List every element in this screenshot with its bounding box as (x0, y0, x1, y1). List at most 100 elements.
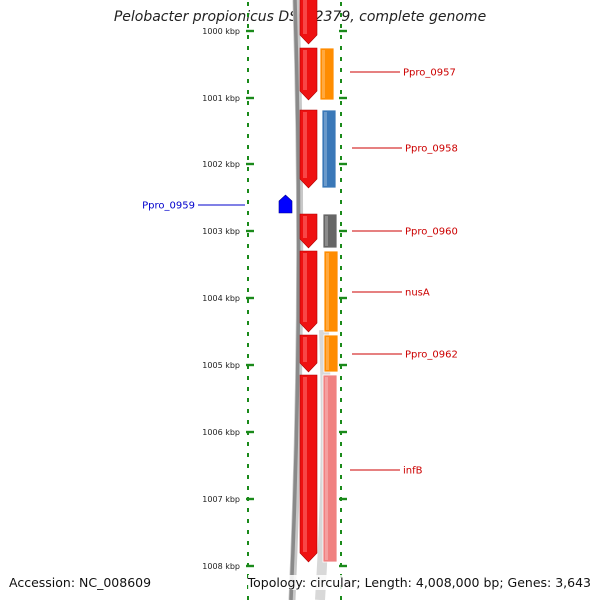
ruler-dash (340, 57, 342, 61)
ruler-tick (339, 497, 347, 501)
ruler-dash (247, 552, 249, 556)
ruler-tick (246, 430, 254, 434)
feature-label: Ppro_0960 (405, 227, 458, 238)
ruler-dash (340, 464, 342, 468)
ruler-dash (247, 299, 249, 303)
category-bar-highlight (324, 112, 327, 186)
ruler-dash (247, 46, 249, 50)
cds-highlight (303, 50, 307, 90)
ruler-dash (340, 255, 342, 259)
category-bar (322, 374, 338, 563)
ruler-dash (247, 35, 249, 39)
ruler-dash (340, 200, 342, 204)
ruler-dash (340, 13, 342, 17)
ruler-dash (247, 596, 249, 600)
ruler-dash (340, 398, 342, 402)
ruler-dash (340, 310, 342, 314)
ruler-tick (339, 162, 347, 166)
ruler-tick (339, 430, 347, 434)
cds-highlight (303, 337, 307, 362)
ruler-dash (340, 222, 342, 226)
cds-highlight (303, 377, 307, 552)
ruler-tick (246, 564, 254, 568)
ruler-dash (247, 288, 249, 292)
tick-label: 1002 kbp (202, 160, 240, 169)
ruler-dash (340, 486, 342, 490)
ruler-dash (340, 365, 342, 369)
ruler-dash (247, 277, 249, 281)
ruler-dash (340, 178, 342, 182)
ruler-dash (247, 145, 249, 149)
ruler-track-left (247, 2, 249, 600)
tick-label: 1005 kbp (202, 361, 240, 370)
ruler-dash (340, 167, 342, 171)
tick-label: 1007 kbp (202, 495, 240, 504)
ruler-dash (340, 332, 342, 336)
ruler-dash (340, 35, 342, 39)
ruler-dash (340, 299, 342, 303)
category-bar-highlight (325, 216, 328, 246)
ruler-tick (246, 296, 254, 300)
ruler-dash (247, 365, 249, 369)
ruler-dash (247, 387, 249, 391)
ruler-dash (340, 156, 342, 160)
feature-label: Ppro_0957 (403, 68, 456, 79)
ruler-dash (340, 46, 342, 50)
ruler-dash (247, 530, 249, 534)
ruler-dash (247, 24, 249, 28)
category-bar (319, 47, 335, 101)
ruler-dash (340, 112, 342, 116)
ruler-dash (247, 68, 249, 72)
ruler-dash (247, 211, 249, 215)
ruler-tick (339, 363, 347, 367)
tick-label: 1003 kbp (202, 227, 240, 236)
ruler-dash (247, 398, 249, 402)
ruler-dash (247, 310, 249, 314)
ruler-dash (340, 266, 342, 270)
tick-label: 1001 kbp (202, 94, 240, 103)
ruler-dash (340, 233, 342, 237)
ruler-dash (247, 486, 249, 490)
ruler-dash (340, 530, 342, 534)
cds-arrow (299, 109, 318, 189)
feature-label: Ppro_0962 (405, 350, 458, 361)
ruler-tick (339, 564, 347, 568)
ruler-dash (247, 57, 249, 61)
ruler-dash (247, 200, 249, 204)
ruler-dash (247, 13, 249, 17)
ruler-dash (340, 376, 342, 380)
cds-highlight (303, 253, 307, 322)
ruler-dash (340, 508, 342, 512)
ruler-track-right (340, 2, 342, 600)
cds-arrow (299, 334, 318, 373)
ruler-dash (247, 90, 249, 94)
ruler-dash (340, 211, 342, 215)
feature-label: Ppro_0958 (405, 144, 458, 155)
ruler-dash (340, 409, 342, 413)
ruler-tick (339, 29, 347, 33)
cds-arrow (299, 47, 318, 101)
ruler-dash (340, 420, 342, 424)
ruler-tick (246, 96, 254, 100)
ruler-tick (246, 497, 254, 501)
ruler-dash (340, 79, 342, 83)
ruler-tick (246, 229, 254, 233)
ruler-dash (340, 387, 342, 391)
ruler-dash (247, 112, 249, 116)
ruler-dash (247, 376, 249, 380)
ruler-dash (340, 321, 342, 325)
genome-backbone (289, 0, 301, 600)
category-bar-highlight (326, 337, 329, 370)
ruler-tick (339, 96, 347, 100)
ruler-dash (247, 156, 249, 160)
tick-label: 1004 kbp (202, 294, 240, 303)
ruler-dash (247, 189, 249, 193)
cds-highlight (303, 216, 307, 238)
ruler-dash (247, 244, 249, 248)
ruler-dash (247, 222, 249, 226)
ruler-dash (340, 24, 342, 28)
ruler-dash (340, 596, 342, 600)
ruler-dash (247, 167, 249, 171)
ruler-tick (339, 229, 347, 233)
reverse-gene-arrow (278, 194, 293, 214)
